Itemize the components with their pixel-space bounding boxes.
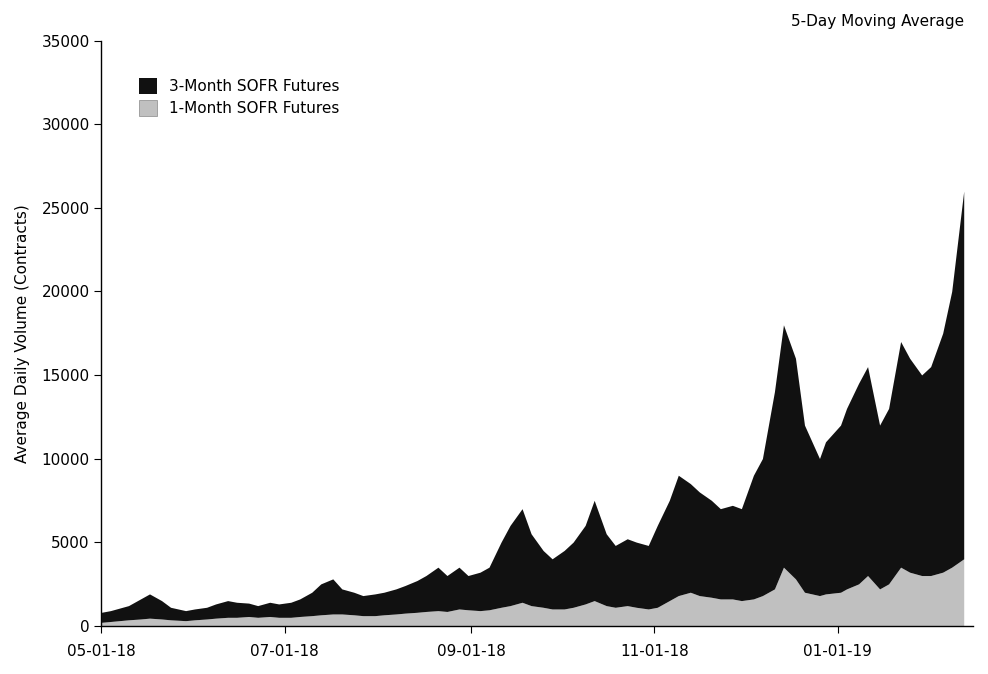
Y-axis label: Average Daily Volume (Contracts): Average Daily Volume (Contracts) [15, 204, 31, 462]
Text: 5-Day Moving Average: 5-Day Moving Average [790, 14, 964, 29]
Legend: 3-Month SOFR Futures, 1-Month SOFR Futures: 3-Month SOFR Futures, 1-Month SOFR Futur… [126, 66, 352, 128]
